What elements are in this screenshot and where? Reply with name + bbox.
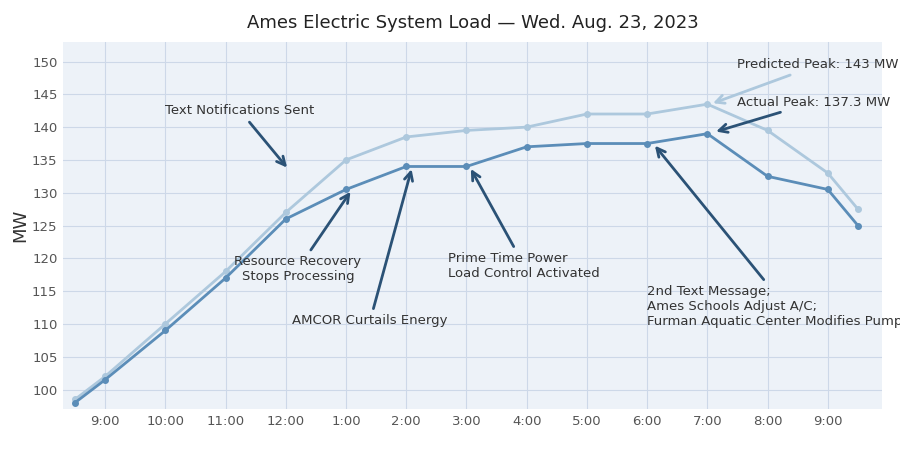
Text: Predicted Peak: 143 MW: Predicted Peak: 143 MW (716, 58, 899, 103)
Text: Text Notifications Sent: Text Notifications Sent (166, 104, 315, 165)
Text: Resource Recovery
Stops Processing: Resource Recovery Stops Processing (234, 194, 362, 283)
Text: AMCOR Curtails Energy: AMCOR Curtails Energy (292, 172, 448, 327)
Text: Prime Time Power
Load Control Activated: Prime Time Power Load Control Activated (448, 172, 600, 280)
Text: 2nd Text Message;
Ames Schools Adjust A/C;
Furman Aquatic Center Modifies Pumpin: 2nd Text Message; Ames Schools Adjust A/… (647, 148, 900, 327)
Text: Actual Peak: 137.3 MW: Actual Peak: 137.3 MW (719, 96, 891, 132)
Y-axis label: MW: MW (11, 209, 29, 242)
Title: Ames Electric System Load — Wed. Aug. 23, 2023: Ames Electric System Load — Wed. Aug. 23… (247, 14, 698, 32)
